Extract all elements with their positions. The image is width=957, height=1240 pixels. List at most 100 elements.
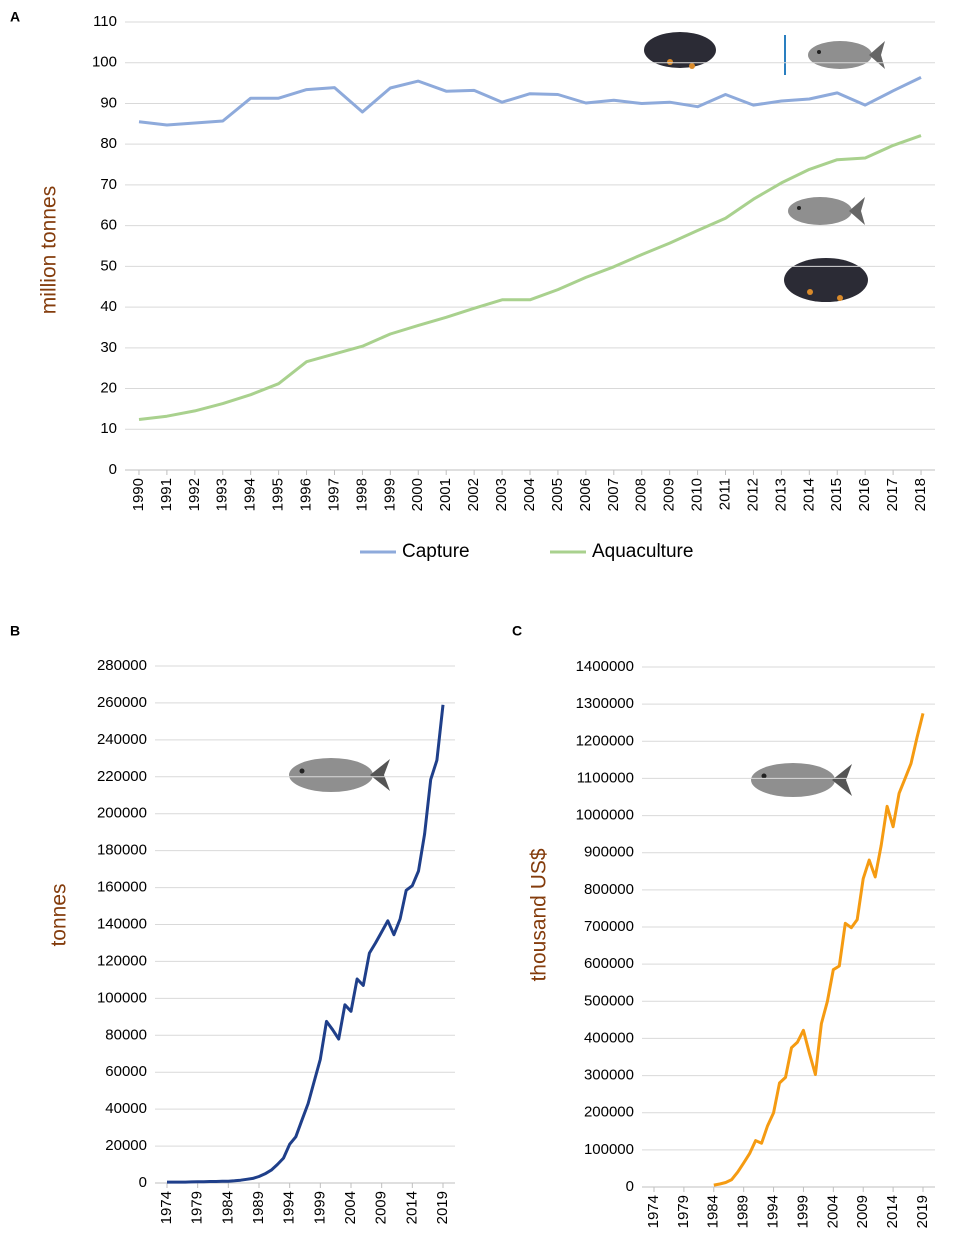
x-tick-label: 2006	[577, 478, 594, 511]
y-tick-label: 400000	[584, 1029, 634, 1046]
y-tick-label: 100000	[97, 989, 147, 1006]
x-tick-label: 2004	[824, 1195, 841, 1228]
x-tick-label: 1984	[705, 1195, 722, 1228]
y-tick-label: 0	[109, 461, 117, 478]
y-tick-label: 20	[100, 380, 117, 397]
data-line	[167, 704, 445, 1184]
y-tick-label: 40000	[105, 1100, 147, 1117]
x-tick-label: 1989	[735, 1195, 752, 1228]
y-tick-label: 120000	[97, 952, 147, 969]
x-tick-label: 2018	[912, 478, 929, 511]
x-tick-label: 2016	[856, 478, 873, 511]
y-tick-label: 200000	[97, 805, 147, 822]
y-tick-label: 700000	[584, 918, 634, 935]
y-tick-label: 0	[139, 1174, 147, 1191]
y-tick-label: 140000	[97, 915, 147, 932]
y-tick-label: 600000	[584, 955, 634, 972]
panel-label: A	[10, 9, 20, 25]
x-tick-label: 1999	[794, 1195, 811, 1228]
x-tick-label: 2004	[521, 478, 538, 511]
x-tick-label: 2019	[914, 1195, 931, 1228]
x-tick-label: 2017	[884, 478, 901, 511]
legend-label: Aquaculture	[592, 541, 693, 562]
x-tick-label: 2005	[549, 478, 566, 511]
x-tick-label: 1997	[325, 478, 342, 511]
y-tick-label: 70	[100, 176, 117, 193]
y-tick-label: 160000	[97, 879, 147, 896]
data-line	[138, 134, 922, 421]
y-tick-label: 1300000	[576, 695, 634, 712]
x-tick-label: 1979	[675, 1195, 692, 1228]
y-tick-label: 110	[93, 13, 117, 30]
y-tick-label: 10	[100, 420, 117, 437]
y-tick-label: 280000	[97, 657, 147, 674]
legend-label: Capture	[402, 541, 470, 562]
y-tick-label: 800000	[584, 881, 634, 898]
panel-label: B	[10, 623, 20, 639]
x-tick-label: 1992	[186, 478, 203, 511]
x-tick-label: 2014	[403, 1191, 420, 1224]
y-tick-label: 100000	[584, 1141, 634, 1158]
y-tick-label: 200000	[584, 1104, 634, 1121]
x-tick-label: 2009	[373, 1191, 390, 1224]
y-axis-label: thousand US$	[528, 848, 551, 981]
y-tick-label: 1200000	[576, 732, 634, 749]
y-tick-label: 50	[100, 257, 117, 274]
x-tick-label: 2019	[434, 1191, 451, 1224]
x-tick-label: 1979	[189, 1191, 206, 1224]
x-tick-label: 1994	[242, 478, 259, 511]
x-tick-label: 2007	[605, 478, 622, 511]
y-tick-label: 1000000	[576, 807, 634, 824]
x-tick-label: 2000	[409, 478, 426, 511]
y-tick-label: 90	[100, 94, 117, 111]
x-tick-label: 2014	[800, 478, 817, 511]
y-tick-label: 80000	[105, 1026, 147, 1043]
x-tick-label: 2003	[493, 478, 510, 511]
y-tick-label: 260000	[97, 694, 147, 711]
y-tick-label: 1100000	[577, 769, 634, 786]
x-tick-label: 1995	[270, 478, 287, 511]
x-tick-label: 1994	[765, 1195, 782, 1228]
y-tick-label: 30	[100, 339, 117, 356]
x-tick-label: 2004	[342, 1191, 359, 1224]
x-tick-label: 1999	[311, 1191, 328, 1224]
x-tick-label: 2009	[661, 478, 678, 511]
data-line	[713, 713, 925, 1187]
y-tick-label: 180000	[97, 842, 147, 859]
y-tick-label: 20000	[105, 1137, 147, 1154]
x-tick-label: 1998	[353, 478, 370, 511]
x-tick-label: 1989	[250, 1191, 267, 1224]
x-tick-label: 2009	[854, 1195, 871, 1228]
y-tick-label: 0	[626, 1178, 634, 1195]
x-tick-label: 1999	[381, 478, 398, 511]
y-tick-label: 40	[100, 298, 117, 315]
y-axis-label: million tonnes	[38, 186, 61, 314]
x-tick-label: 2010	[689, 478, 706, 511]
y-tick-label: 60	[100, 217, 117, 234]
x-tick-label: 2013	[772, 478, 789, 511]
x-tick-label: 1990	[130, 478, 147, 511]
x-tick-label: 2012	[744, 478, 761, 511]
x-tick-label: 2014	[884, 1195, 901, 1228]
y-tick-label: 80	[100, 135, 117, 152]
y-tick-label: 500000	[584, 992, 634, 1009]
y-tick-label: 900000	[584, 844, 634, 861]
x-tick-label: 1991	[158, 478, 175, 511]
panel-label: C	[512, 623, 522, 639]
x-tick-label: 1984	[219, 1191, 236, 1224]
y-tick-label: 1400000	[576, 658, 634, 675]
y-axis-label: tonnes	[48, 883, 71, 946]
x-tick-label: 2011	[716, 478, 733, 510]
x-tick-label: 1996	[298, 478, 315, 511]
x-tick-label: 1974	[645, 1195, 662, 1228]
y-tick-label: 100	[92, 54, 117, 71]
x-tick-label: 2008	[633, 478, 650, 511]
y-tick-label: 300000	[584, 1067, 634, 1084]
x-tick-label: 1993	[214, 478, 231, 511]
x-tick-label: 2001	[437, 478, 454, 511]
y-tick-label: 240000	[97, 731, 147, 748]
decoration	[289, 32, 885, 797]
x-tick-label: 2015	[828, 478, 845, 511]
x-tick-label: 1994	[281, 1191, 298, 1224]
